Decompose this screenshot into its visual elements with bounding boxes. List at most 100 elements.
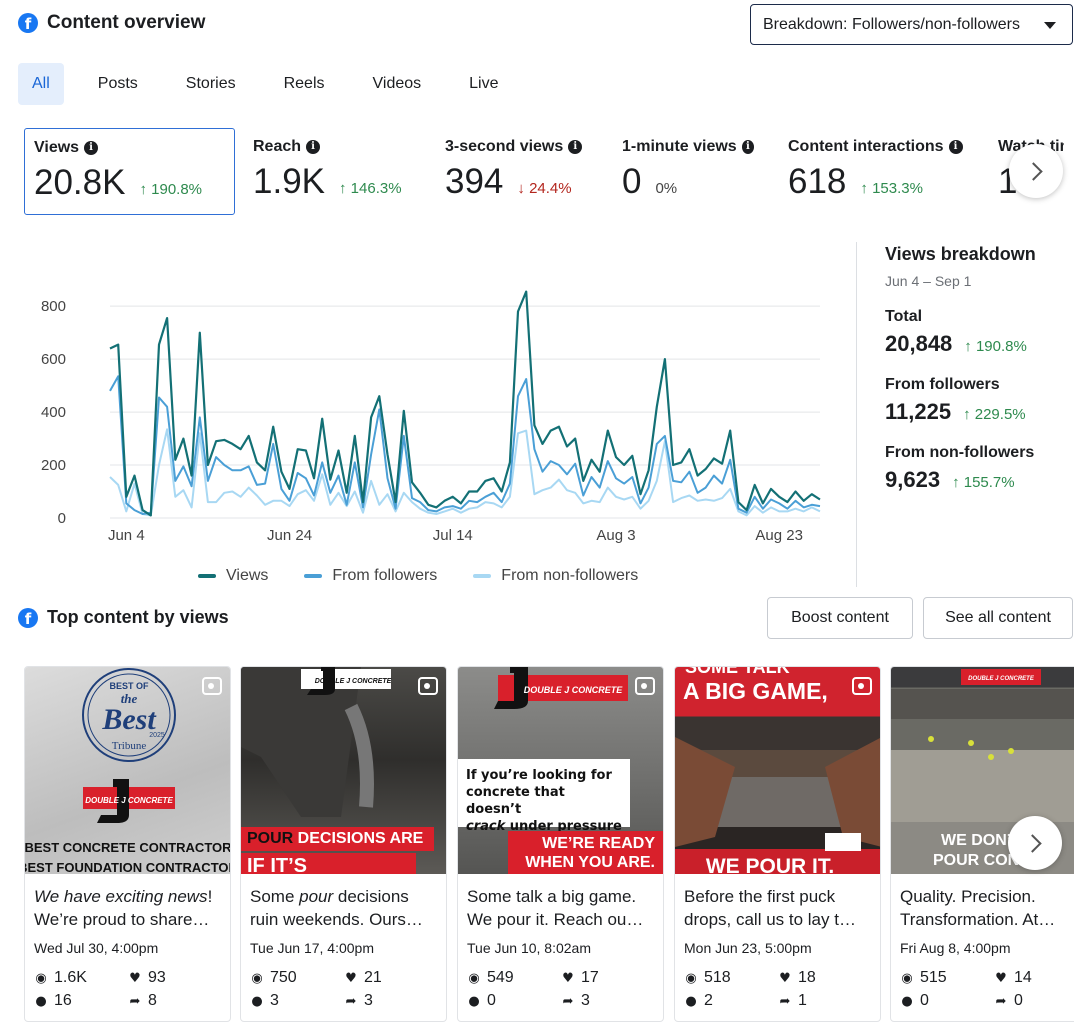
- eye-icon: ◉: [685, 970, 697, 986]
- metric-change-value: 153.3%: [872, 180, 923, 197]
- metric-reach[interactable]: Reach i 1.9K ↑ 146.3%: [244, 128, 424, 215]
- x-tick-label: Aug 3: [596, 527, 635, 544]
- tab-all[interactable]: All: [18, 63, 64, 105]
- post-thumbnail[interactable]: BEST OF the Best 2025 Tribune DOUBLE J C…: [25, 667, 231, 874]
- logo-text: DOUBLE J CONCRETE: [85, 796, 173, 805]
- legend-item-from-followers[interactable]: From followers: [304, 567, 437, 585]
- tab-stories[interactable]: Stories: [185, 75, 236, 92]
- info-icon[interactable]: i: [306, 140, 321, 154]
- breakdown-change: ↑ 155.7%: [952, 474, 1015, 491]
- tab-videos[interactable]: Videos: [372, 75, 422, 92]
- cards-scroll-right-button[interactable]: [1008, 816, 1062, 870]
- caption-emphasis: We have exciting news: [34, 887, 208, 906]
- views-breakdown-panel: Views breakdown Jun 4 – Sep 1 Total 20,8…: [885, 244, 1075, 493]
- info-icon[interactable]: i: [948, 140, 963, 154]
- panel-divider: [856, 242, 857, 587]
- image-banner: WE’RE READY WHEN YOU ARE.: [508, 831, 663, 874]
- breakdown-change: ↑ 229.5%: [963, 406, 1026, 423]
- post-caption: Some talk a big game. We pour it. Reach …: [467, 885, 657, 931]
- legend-item-from-non-followers[interactable]: From non-followers: [473, 567, 638, 585]
- likes-stat: ♥ 21: [344, 969, 382, 987]
- breakdown-change-value: 190.8%: [975, 338, 1027, 355]
- breakdown-value: 20,848: [885, 331, 953, 356]
- stat-value: 0: [1014, 992, 1023, 1009]
- breakdown-title: Views breakdown: [885, 244, 1036, 264]
- views-stat: ◉ 750: [250, 969, 296, 987]
- shares-stat: ➦ 3: [344, 992, 373, 1010]
- tab-reels[interactable]: Reels: [283, 75, 325, 92]
- share-icon: ➦: [129, 993, 141, 1009]
- seal-main-text: Best: [101, 703, 157, 736]
- seal-year-text: 2025: [149, 732, 165, 739]
- shares-stat: ➦ 3: [561, 992, 590, 1010]
- metric-change: 0%: [655, 180, 678, 197]
- stat-value: 1.6K: [54, 969, 87, 986]
- legend-swatch: [198, 574, 216, 578]
- info-icon[interactable]: i: [741, 140, 754, 154]
- warehouse-floor-graphic: DOUBLE J CONCRETE WE DON’T POUR CON: [891, 669, 1074, 869]
- likes-stat: ♥ 18: [778, 969, 816, 987]
- message-text: under pressure: [505, 819, 622, 834]
- caption-line-1: Some pour decisions: [250, 885, 440, 908]
- image-headline-2: BEST FOUNDATION CONTRACTOR: [25, 860, 231, 874]
- content-card[interactable]: DOUBLE J CONCRETE POUR DECISIONS ARE FIN…: [240, 666, 447, 1022]
- stat-value: 93: [148, 969, 166, 986]
- breakdown-change-value: 155.7%: [963, 474, 1015, 491]
- metric-views[interactable]: Views i 20.8K ↑ 190.8%: [24, 128, 235, 215]
- caption-line-1: Some talk a big game.: [467, 887, 637, 906]
- comment-icon: ●: [251, 993, 263, 1009]
- breakdown-total: Total 20,848 ↑ 190.8%: [885, 308, 1075, 357]
- views-stat: ◉ 1.6K: [34, 969, 87, 987]
- content-card[interactable]: DOUBLE J CONCRETE If you’re looking for …: [457, 666, 664, 1022]
- likes-stat: ♥ 93: [128, 969, 166, 987]
- shares-stat: ➦ 1: [778, 992, 807, 1010]
- tab-posts[interactable]: Posts: [97, 75, 138, 92]
- see-all-content-button[interactable]: See all content: [923, 597, 1073, 639]
- post-thumbnail[interactable]: SOME TALK A BIG GAME, WE POUR IT.: [675, 667, 880, 874]
- metric-value: 20.8K: [34, 163, 126, 202]
- x-tick-label: Aug 23: [755, 527, 803, 544]
- post-thumbnail[interactable]: DOUBLE J CONCRETE If you’re looking for …: [458, 667, 663, 874]
- metric-label: 1-minute views: [622, 138, 737, 155]
- stat-value: 14: [1014, 969, 1032, 986]
- metric-content-interactions[interactable]: Content interactions i 618 ↑ 153.3%: [779, 128, 979, 215]
- share-icon: ➦: [345, 993, 357, 1009]
- top-content-cards: BEST OF the Best 2025 Tribune DOUBLE J C…: [24, 666, 1074, 1022]
- tab-live[interactable]: Live: [469, 75, 499, 92]
- metric-1-minute-views[interactable]: 1-minute views i 0 0%: [613, 128, 763, 215]
- comment-icon: ●: [468, 993, 480, 1009]
- metric-change: ↓ 24.4%: [517, 180, 572, 197]
- logo-text: DOUBLE J CONCRETE: [968, 676, 1035, 682]
- metric-3-second-views[interactable]: 3-second views i 394 ↓ 24.4%: [436, 128, 606, 215]
- legend-label: From followers: [332, 567, 438, 584]
- metric-value: 618: [788, 162, 847, 201]
- double-j-logo-graphic: DOUBLE J CONCRETE: [494, 667, 628, 709]
- boost-content-button[interactable]: Boost content: [767, 597, 913, 639]
- stat-value: 518: [704, 969, 731, 986]
- content-card[interactable]: SOME TALK A BIG GAME, WE POUR IT. Before…: [674, 666, 881, 1022]
- breakdown-dropdown[interactable]: Breakdown: Followers/non-followers: [750, 4, 1073, 45]
- y-tick-label: 600: [41, 351, 66, 368]
- post-thumbnail[interactable]: DOUBLE J CONCRETE POUR DECISIONS ARE FIN…: [241, 667, 446, 874]
- content-card[interactable]: BEST OF the Best 2025 Tribune DOUBLE J C…: [24, 666, 231, 1022]
- info-icon[interactable]: i: [84, 141, 99, 155]
- chevron-right-icon: [1023, 161, 1043, 181]
- stat-value: 21: [364, 969, 382, 986]
- image-overlay-line-2: POUR CON: [933, 852, 1019, 869]
- y-tick-label: 200: [41, 457, 66, 474]
- post-date: Tue Jun 17, 4:00pm: [250, 940, 375, 956]
- views-line-chart: 0 200 400 600 800 Jun 4 Jun 24 Jul 14 Aug 3 Aug 2…: [41, 290, 821, 544]
- heart-icon: ♥: [779, 970, 791, 986]
- comment-icon: ●: [901, 993, 913, 1009]
- banner-line-1: WE’RE READY: [542, 835, 655, 852]
- chevron-right-icon: [1022, 833, 1042, 853]
- eye-icon: ◉: [901, 970, 913, 986]
- legend-item-views[interactable]: Views: [198, 567, 268, 585]
- banner-emphasis: POUR: [247, 830, 294, 847]
- metrics-scroll-right-button[interactable]: [1009, 144, 1063, 198]
- series-line-views: [109, 290, 821, 517]
- caption-text: decisions: [333, 887, 409, 906]
- metric-change: ↑ 153.3%: [860, 180, 923, 197]
- post-caption: We have exciting news! We’re proud to sh…: [34, 885, 224, 931]
- info-icon[interactable]: i: [568, 140, 583, 154]
